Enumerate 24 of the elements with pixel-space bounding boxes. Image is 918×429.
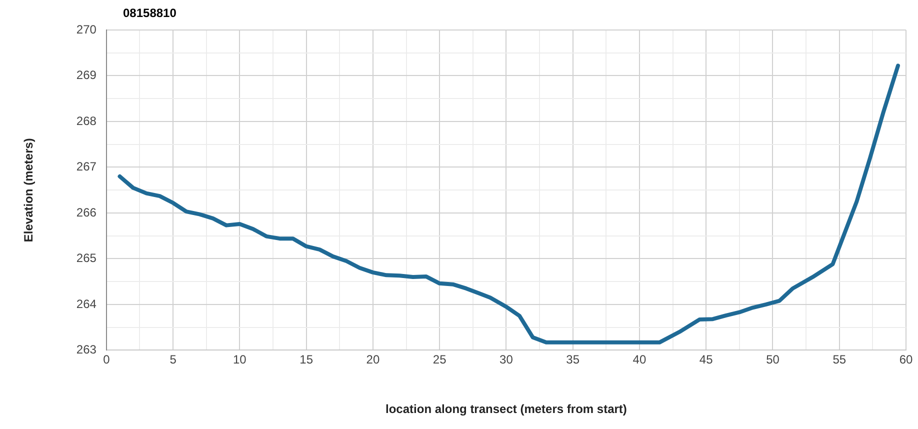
y-axis-title: Elevation (meters) [22,138,36,242]
y-tick-label: 263 [76,342,97,357]
x-tick-label: 15 [300,352,314,367]
x-tick-label: 30 [500,352,514,367]
y-tick-label: 270 [76,22,97,36]
x-tick-label: 25 [432,352,447,367]
x-tick-label: 40 [632,352,646,367]
x-tick-label: 10 [233,352,247,367]
x-tick-label: 0 [103,352,110,367]
y-tick-label: 264 [76,296,97,311]
y-tick-label: 267 [76,160,97,174]
y-tick-label: 266 [76,205,97,220]
chart-title: 08158810 [123,6,176,20]
y-tick-label: 265 [76,251,97,266]
x-tick-label: 5 [170,352,177,367]
x-tick-label: 35 [566,352,580,367]
x-axis-title: location along transect (meters from start) [386,402,627,416]
y-tick-label: 269 [76,68,97,82]
x-tick-label: 50 [766,352,780,367]
x-tick-label: 20 [366,352,380,367]
x-tick-label: 55 [832,352,846,367]
x-tick-label: 60 [899,352,913,367]
x-tick-label: 45 [699,352,714,367]
y-tick-label: 268 [76,114,97,128]
